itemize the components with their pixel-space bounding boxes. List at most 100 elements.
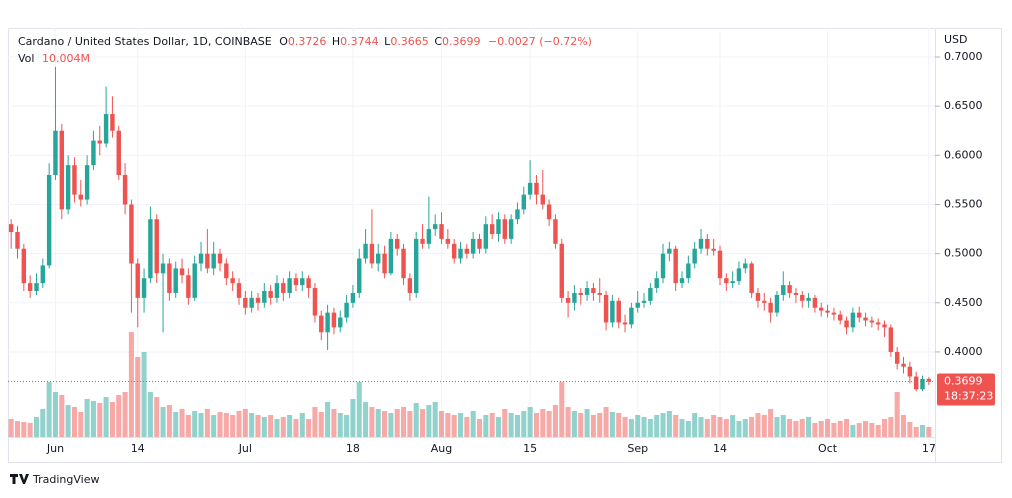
volume-bar — [533, 413, 539, 437]
countdown-label: 18:37:23 — [944, 390, 993, 403]
candle-body — [819, 307, 824, 311]
volume-bar — [761, 415, 767, 437]
candle-body — [578, 292, 583, 295]
volume-bar — [217, 412, 223, 437]
volume-bar — [647, 419, 653, 437]
symbol-title: Cardano / United States Dollar, 1D, COIN… — [18, 35, 272, 48]
candle-body — [135, 263, 140, 298]
volume-bar — [40, 409, 46, 437]
volume-bar — [249, 413, 255, 437]
candle-body — [755, 292, 761, 301]
volume-bar — [489, 413, 495, 437]
candle-body — [622, 322, 628, 325]
candle-body — [236, 283, 242, 298]
y-tick-label: 0.5000 — [944, 247, 983, 260]
candle-body — [65, 165, 71, 210]
candle-body — [565, 297, 571, 303]
candle-body — [787, 285, 792, 293]
volume-bar — [128, 332, 134, 437]
candle-body — [850, 312, 856, 328]
volume-bar — [236, 411, 242, 437]
volume-bar — [882, 419, 888, 437]
candle-body — [141, 278, 147, 298]
candle-body — [508, 219, 514, 239]
candle-body — [736, 268, 742, 282]
candle-body — [432, 224, 438, 230]
volume-bar — [27, 423, 33, 437]
candle-body — [913, 376, 919, 390]
volume-bar — [223, 413, 229, 437]
volume-bar — [698, 417, 704, 437]
volume-bar — [559, 382, 565, 437]
volume-bar — [356, 382, 362, 437]
candle-body — [781, 285, 786, 295]
candle-body — [762, 300, 767, 303]
volume-bar — [780, 415, 786, 437]
y-tick-label: 0.4000 — [944, 345, 983, 358]
ohlc-key: H — [332, 35, 340, 48]
volume-bar — [546, 411, 552, 437]
candle-body — [287, 278, 292, 293]
volume-bar — [306, 419, 312, 437]
candle-body — [72, 165, 77, 195]
header: Cardano / United States Dollar, 1D, COIN… — [18, 35, 592, 48]
volume-bar — [825, 419, 831, 437]
candle-body — [205, 253, 210, 269]
volume-bar — [787, 419, 793, 437]
candle-body — [743, 263, 748, 269]
volume-bar — [755, 413, 761, 437]
volume-bar — [869, 423, 875, 437]
candle-body — [116, 130, 121, 175]
volume-bar — [97, 403, 103, 437]
ohlc-value: 0.3726 — [288, 35, 327, 48]
volume-bar — [388, 413, 394, 437]
ohlc-key: L — [384, 35, 391, 48]
volume-bar — [590, 415, 596, 437]
brand-logo: TradingView — [10, 473, 99, 486]
candle-body — [40, 265, 46, 284]
volume-bar — [325, 402, 331, 437]
candle-body — [559, 243, 564, 298]
candle-body — [926, 378, 932, 382]
volume-bar — [666, 411, 672, 437]
candle-body — [838, 314, 843, 321]
candle-body — [91, 140, 96, 166]
volume-bar — [704, 419, 710, 437]
volume-bar — [527, 407, 533, 437]
volume-bar — [673, 415, 679, 437]
volume-bar — [837, 421, 843, 437]
volume-bar — [875, 425, 881, 437]
volume-bar — [850, 425, 856, 437]
candle-body — [610, 300, 615, 323]
candle-body — [439, 224, 444, 239]
last-price-label: 0.3699 — [944, 375, 983, 388]
candle-body — [338, 317, 343, 328]
volume-bar — [230, 415, 236, 437]
x-tick-label: 15 — [523, 442, 537, 455]
volume-bar — [363, 402, 369, 437]
candle-body — [724, 278, 729, 284]
volume-bar — [540, 409, 546, 437]
candle-body — [844, 320, 849, 328]
ohlc-key: O — [279, 35, 288, 48]
candle-body — [306, 278, 311, 289]
volume-bar — [730, 415, 736, 437]
volume-bar — [812, 423, 818, 437]
volume-bar — [470, 411, 476, 437]
volume-bar — [160, 407, 166, 437]
candle-body — [300, 278, 305, 286]
candle-body — [875, 322, 881, 325]
volume-bar — [242, 409, 248, 437]
volume-bar — [584, 409, 590, 437]
candle-body — [502, 219, 508, 239]
volume-bar — [204, 409, 210, 437]
volume-bar — [476, 419, 483, 437]
volume-bar — [723, 419, 729, 437]
chart-frame — [8, 28, 1002, 463]
volume-bar — [445, 413, 451, 437]
candle-body — [882, 324, 887, 328]
candle-body — [515, 209, 520, 220]
candle-body — [812, 297, 818, 308]
volume-bar — [768, 409, 774, 437]
candle-body — [293, 278, 299, 286]
